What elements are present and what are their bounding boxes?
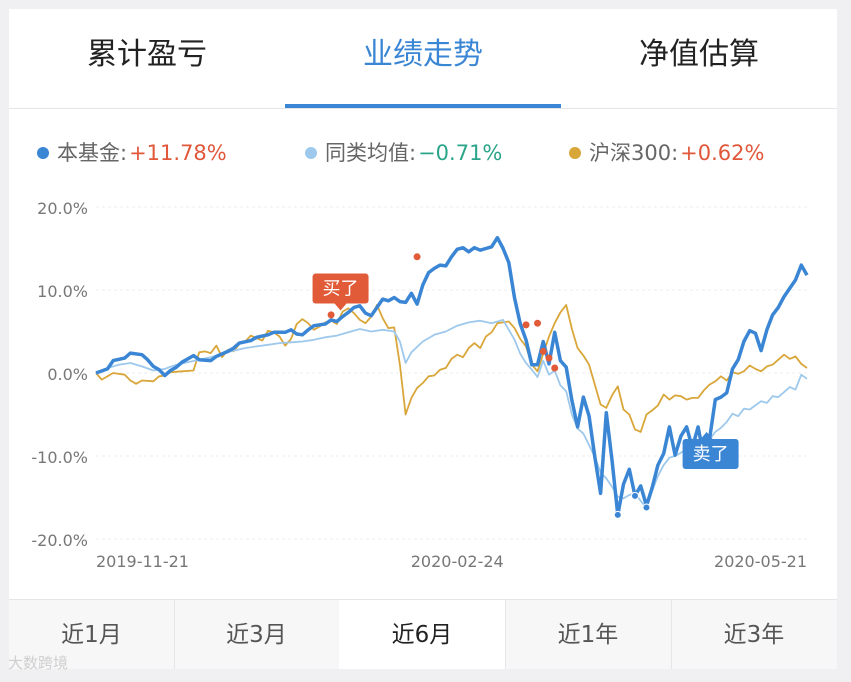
legend-label-fund: 本基金:: [57, 141, 128, 165]
buy-marker-dot: [539, 347, 547, 355]
period-selector: 近1月 近3月 近6月 近1年 近3年: [9, 599, 837, 669]
buy-marker-dot: [551, 364, 559, 372]
sell-marker-dot: [613, 510, 622, 519]
x-tick-label: 2020-02-24: [411, 552, 504, 571]
legend-item-csi300[interactable]: 沪深300:+0.62%: [569, 137, 764, 167]
period-3-months[interactable]: 近3月: [174, 600, 340, 669]
x-tick-label: 2020-05-21: [714, 552, 807, 571]
sell-label-box: [682, 438, 739, 469]
fund-card: 累计盈亏 业绩走势 净值估算 本基金:+11.78% 同类均值:−0.71% 沪…: [9, 9, 837, 669]
period-6-months[interactable]: 近6月: [339, 600, 506, 669]
legend-value-csi300: +0.62%: [680, 141, 765, 165]
legend-item-fund[interactable]: 本基金:+11.78%: [37, 137, 227, 167]
watermark-logo: 大数跨境: [8, 654, 69, 672]
y-tick-label: -20.0%: [31, 531, 88, 550]
period-1-month[interactable]: 近1月: [9, 600, 175, 669]
legend-dot-fund: [37, 147, 49, 159]
buy-marker-dot: [545, 354, 553, 362]
tab-cumulative-pnl[interactable]: 累计盈亏: [87, 37, 207, 72]
series-line-1: [95, 319, 808, 510]
y-tick-label: 10.0%: [37, 282, 88, 301]
buy-marker-dot: [522, 321, 530, 329]
sell-label-pointer: [700, 431, 713, 439]
y-tick-label: -10.0%: [31, 448, 88, 467]
legend-item-peer-average[interactable]: 同类均值:−0.71%: [305, 137, 502, 167]
chart-legend: 本基金:+11.78% 同类均值:−0.71% 沪深300:+0.62%: [9, 129, 837, 169]
buy-marker-dot: [327, 311, 335, 319]
sell-label-text: 卖了: [693, 444, 729, 465]
tab-nav-estimate[interactable]: 净值估算: [639, 37, 759, 72]
buy-marker-dot: [534, 319, 542, 327]
legend-dot-peer-average: [305, 147, 317, 159]
y-tick-label: 20.0%: [37, 199, 88, 218]
series-line-2: [95, 304, 808, 433]
x-tick-label: 2019-11-21: [96, 552, 189, 571]
legend-dot-csi300: [569, 147, 581, 159]
legend-label-peer-average: 同类均值:: [325, 141, 417, 165]
legend-value-peer-average: −0.71%: [418, 141, 503, 165]
buy-marker-dot: [413, 253, 421, 261]
sell-marker-dot: [642, 503, 651, 512]
buy-label-text: 买了: [323, 279, 359, 300]
buy-label-box: [312, 273, 369, 304]
performance-line-chart[interactable]: 20.0% 10.0% 0.0% -10.0% -20.0% 2019-11-21 2020…: [9, 9, 837, 599]
series-line-0: [95, 235, 809, 517]
active-tab-indicator: [285, 104, 561, 108]
legend-label-csi300: 沪深300:: [589, 141, 679, 165]
period-3-years[interactable]: 近3年: [723, 622, 785, 648]
legend-value-fund: +11.78%: [129, 141, 227, 165]
sell-marker-dot: [630, 491, 639, 500]
tab-performance-trend[interactable]: 业绩走势: [363, 37, 483, 72]
tab-bar: 累计盈亏 业绩走势 净值估算: [9, 9, 837, 109]
period-1-year[interactable]: 近1年: [505, 600, 672, 669]
buy-label-pointer: [334, 303, 347, 311]
y-tick-label: 0.0%: [47, 365, 88, 384]
